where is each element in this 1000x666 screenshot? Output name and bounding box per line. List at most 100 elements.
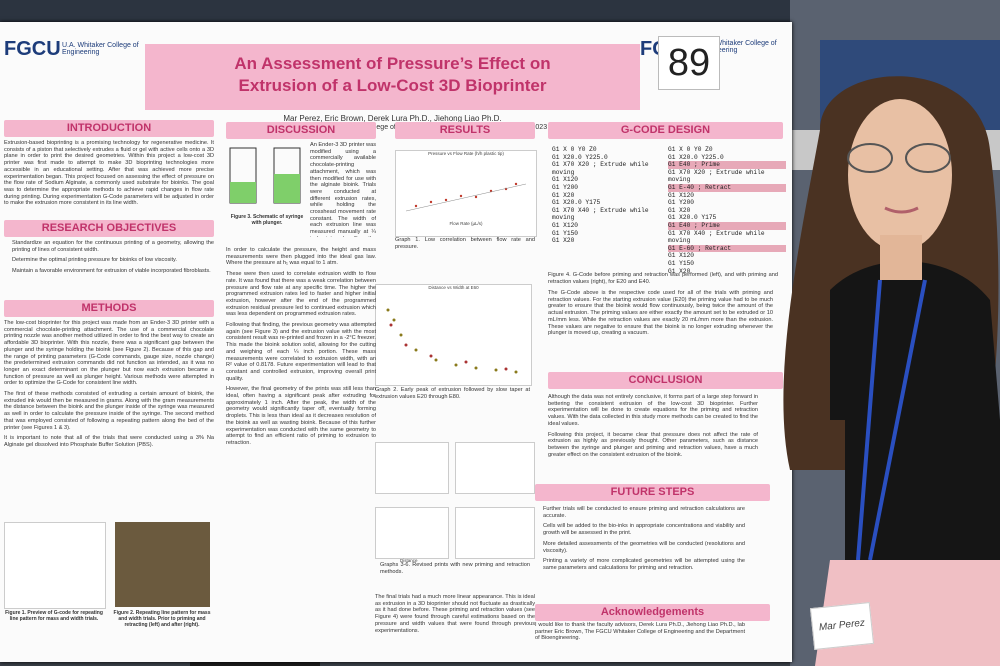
title-box: An Assessment of Pressure’s Effect on Ex… xyxy=(145,44,640,110)
paragraph: Although the data was not entirely concl… xyxy=(548,394,758,427)
gcode-line: G1 X20.0 Y225.0 xyxy=(668,153,724,161)
gcode-line: G1 X120 xyxy=(552,221,578,229)
paragraph: These were then used to correlate extrus… xyxy=(226,271,376,318)
points xyxy=(389,323,508,371)
name-tag: Mar Perez xyxy=(809,601,875,651)
section-heading: RESEARCH OBJECTIVES xyxy=(4,220,214,237)
plot xyxy=(405,182,527,212)
poster-number: 89 xyxy=(658,36,720,90)
gcode-line: G1 E40 ; Prime xyxy=(668,161,786,169)
bioink xyxy=(274,174,300,203)
bullet-list: Standardize an equation for the continuo… xyxy=(4,240,214,275)
bullet: Standardize an equation for the continuo… xyxy=(12,240,214,253)
paragraph: The low-cost bioprinter for this project… xyxy=(4,320,214,387)
gcode-line: G1 X20.0 Y225.0 xyxy=(552,153,608,161)
gcode-line: G1 X20 xyxy=(552,191,575,199)
graph: Pressure vs Flow Rate (h/h plastic tip) … xyxy=(395,150,537,237)
gcode-line: G1 E-40 ; Retract xyxy=(668,183,786,192)
section-heading: INTRODUCTION xyxy=(4,120,214,137)
section-heading: RESULTS xyxy=(395,122,535,139)
section-text: The low-cost bioprinter for this project… xyxy=(4,320,214,520)
paragraph: However, the final geometry of the print… xyxy=(226,386,376,446)
paragraph: I would like to thank the faculty adviso… xyxy=(535,622,745,642)
glasses xyxy=(847,143,893,173)
mouth xyxy=(884,206,919,214)
gcode-line: G1 X20 xyxy=(552,237,575,245)
lanyard xyxy=(856,279,927,561)
bullet: Printing a variety of more complicated g… xyxy=(543,558,745,571)
points xyxy=(386,308,518,374)
section-text: The final trials had a much more linear … xyxy=(375,594,535,634)
gcode-line: G1 E-60 ; Retract xyxy=(668,244,786,253)
paragraph: The first of these methods consisted of … xyxy=(4,391,214,431)
gcode-line: G1 X20 xyxy=(668,267,691,275)
gcode-right: G1 X 0 Y0 Z0 G1 X20.0 Y225.0 G1 E40 ; Prim… xyxy=(668,146,786,275)
graph-title: Pressure vs Flow Rate (h/h plastic tip) xyxy=(428,151,504,156)
title: Extrusion of a Low-Cost 3D Bioprinter xyxy=(238,76,547,95)
figure-caption: Figure 3. Schematic of syringe with plun… xyxy=(230,214,304,226)
gcode-line: G1 X70 X40 ; Extrude while moving xyxy=(668,229,765,245)
section-heading: CONCLUSION xyxy=(548,372,783,389)
bullet: More detailed assessments of the geometr… xyxy=(543,541,745,554)
paragraph: It is important to note that all of the … xyxy=(4,435,214,448)
gcode-line: G1 X20.0 Y175 xyxy=(552,199,601,207)
title: An Assessment of Pressure’s Effect on xyxy=(234,54,551,73)
graph xyxy=(375,507,449,559)
face xyxy=(848,99,952,251)
gcode-line: G1 X120 xyxy=(552,176,578,184)
graph-title: Distance vs Width at E60 xyxy=(428,285,479,290)
section-text: Graph 1. Low correlation between flow ra… xyxy=(395,237,535,250)
bullet: Further trials will be conducted to ensu… xyxy=(543,506,745,519)
bullet: Maintain a favorable environment for ext… xyxy=(12,268,214,275)
gcode-line: G1 Y150 xyxy=(668,259,694,267)
gcode-line: G1 E40 ; Prime xyxy=(668,221,786,230)
axis-label: Distance xyxy=(400,558,418,563)
gcode-line: G1 X20.0 Y175 xyxy=(668,214,717,222)
section-text: Graph 2. Early peak of extrusion followe… xyxy=(375,387,530,400)
section-text: An Ender-3 3D printer was modified using… xyxy=(310,142,376,237)
section-heading: DISCUSSION xyxy=(226,122,376,139)
glasses xyxy=(905,143,951,173)
axis-label: Flow Rate (µL/s) xyxy=(449,221,483,226)
logo: FGCU xyxy=(4,38,61,60)
section-heading: FUTURE STEPS xyxy=(535,484,770,501)
paragraph: In order to calculate the pressure, the … xyxy=(226,247,376,267)
paragraph: Following that finding, the previous geo… xyxy=(226,322,376,382)
gcode-line: G1 Y200 xyxy=(552,183,578,191)
section-text: Figure 4. G-Code before priming and retr… xyxy=(548,272,778,285)
gcode-line: G1 X70 X20 ; Extrude while moving xyxy=(552,161,649,176)
graph: Distance vs Width at E60 xyxy=(375,284,532,386)
section-text: I would like to thank the faculty adviso… xyxy=(535,622,745,662)
neck xyxy=(880,235,922,280)
section-text: The G-Code above is the respective code … xyxy=(548,290,773,337)
bullet: Cells will be added to the bio-inks in a… xyxy=(543,523,745,536)
gcode-line: G1 X20 xyxy=(668,206,691,214)
poster: FGCU U.A. Whitaker College of Engineerin… xyxy=(0,22,792,662)
section-text: Although the data was not entirely concl… xyxy=(548,394,758,484)
paragraph: Extrusion-based bioprinting is a promisi… xyxy=(4,140,214,207)
figure-caption: Figure 2. Repeating line pattern for mas… xyxy=(113,610,211,628)
section-heading: Acknowledgements xyxy=(535,604,770,621)
section-heading: METHODS xyxy=(4,300,214,317)
section-text: Standardize an equation for the continuo… xyxy=(4,240,214,302)
bullet-list: Further trials will be conducted to ensu… xyxy=(535,506,745,572)
figure xyxy=(4,522,106,609)
figure-photo xyxy=(115,522,210,607)
section-text: Further trials will be conducted to ensu… xyxy=(535,506,745,601)
college-name: U.A. Whitaker College of Engineering xyxy=(62,42,139,56)
gcode-line: G1 X70 X40 ; Extrude while moving xyxy=(552,206,649,222)
gcode-line: G1 X 0 Y0 Z0 xyxy=(552,146,597,153)
bioink xyxy=(230,182,256,203)
points xyxy=(414,182,518,208)
gcode-line: G1 X120 xyxy=(668,191,694,199)
paragraph: Following this project, it became clear … xyxy=(548,431,758,458)
authors: Mar Perez, Eric Brown, Derek Lura Ph.D.,… xyxy=(283,114,502,123)
affiliation: Department of Bioengineering, Whitaker C… xyxy=(237,124,548,131)
graph xyxy=(375,442,449,494)
section-text: In order to calculate the pressure, the … xyxy=(226,247,376,637)
syringe-schematic xyxy=(229,147,301,204)
gcode-line: G1 X120 xyxy=(668,252,694,260)
gcode-left: G1 X 0 Y0 Z0 G1 X20.0 Y225.0 G1 X70 X20 ; … xyxy=(552,146,667,245)
